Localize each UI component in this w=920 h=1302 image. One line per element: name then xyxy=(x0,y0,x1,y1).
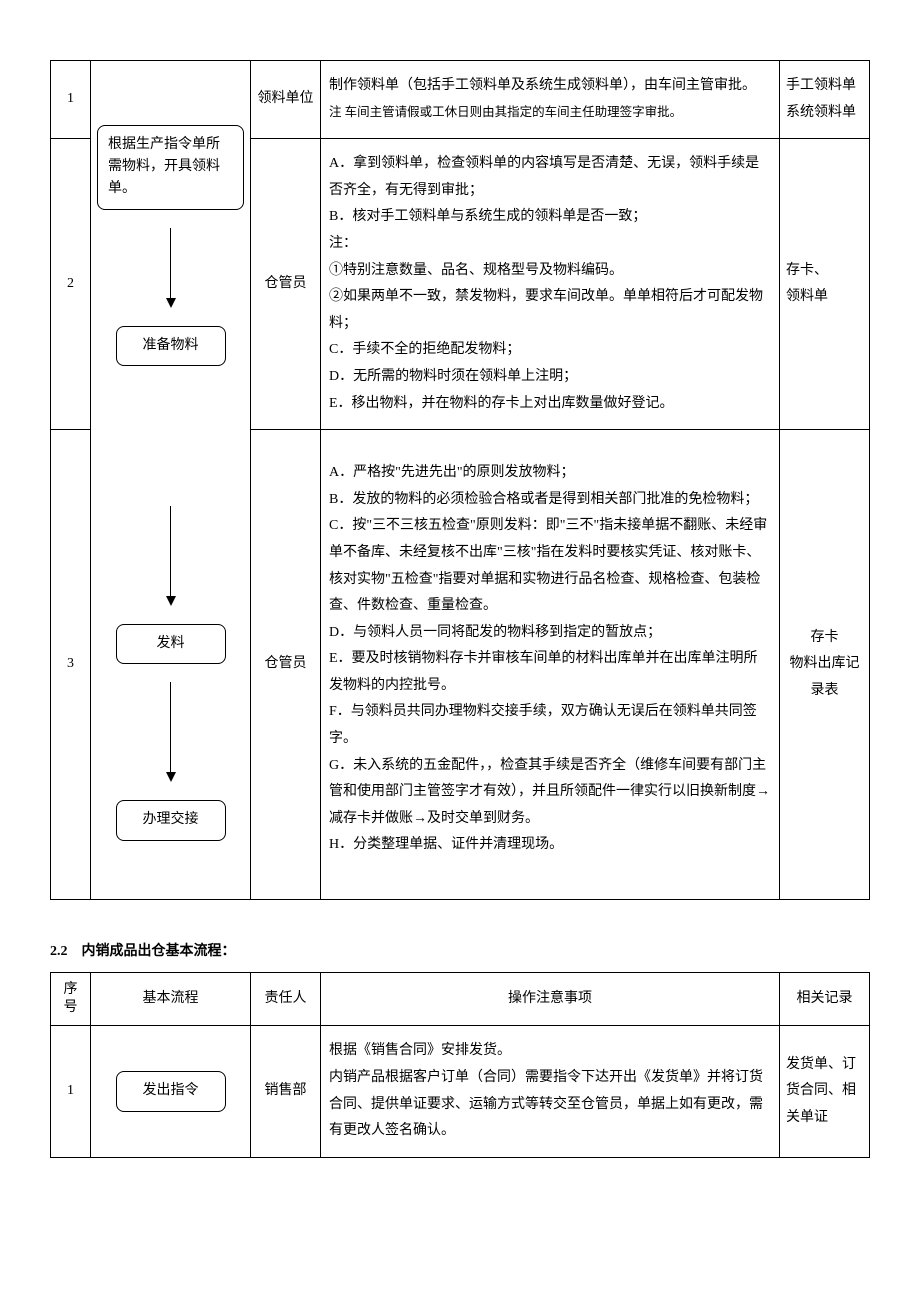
flow-cell: 发料 办理交接 xyxy=(91,430,251,900)
notes-cell: A．拿到领料单，检查领料单的内容填写是否清楚、无误，领料手续是否齐全，有无得到审… xyxy=(321,139,780,430)
header-seq: 序号 xyxy=(51,973,91,1026)
flow-box-step3a: 发料 xyxy=(116,624,226,664)
records-cell: 发货单、订货合同、相关单证 xyxy=(780,1026,870,1157)
arrow-icon xyxy=(166,506,176,606)
table-header-row: 序号 基本流程 责任人 操作注意事项 相关记录 xyxy=(51,973,870,1026)
table-row: 1 根据生产指令单所需物料，开具领料单。 准备物料 领料单位 制作领料单（包括手… xyxy=(51,61,870,139)
flow-box-step1: 根据生产指令单所需物料，开具领料单。 xyxy=(97,125,244,210)
arrow-icon xyxy=(166,228,176,308)
process-table-2: 序号 基本流程 责任人 操作注意事项 相关记录 1 发出指令 销售部 根据《销售… xyxy=(50,972,870,1158)
records-cell: 存卡、 领料单 xyxy=(780,139,870,430)
seq-cell: 1 xyxy=(51,1026,91,1157)
responsible-cell: 仓管员 xyxy=(251,139,321,430)
notes-sub: 注 车间主管请假或工休日则由其指定的车间主任助理签字审批。 xyxy=(329,105,682,119)
flow-box-step3b: 办理交接 xyxy=(116,800,226,840)
notes-cell: 根据《销售合同》安排发货。 内销产品根据客户订单（合同）需要指令下达开出《发货单… xyxy=(321,1026,780,1157)
table-row: 3 发料 办理交接 仓管员 A．严格按"先进先出"的原则发放物料； B．发放的物 xyxy=(51,430,870,900)
notes-main: 制作领料单（包括手工领料单及系统生成领料单），由车间主管审批。 xyxy=(329,78,756,93)
header-flow: 基本流程 xyxy=(91,973,251,1026)
arrow-icon xyxy=(166,682,176,782)
header-notes: 操作注意事项 xyxy=(321,973,780,1026)
records-cell: 存卡 物料出库记录表 xyxy=(780,430,870,900)
flow-box-step1: 发出指令 xyxy=(116,1071,226,1111)
process-table-1: 1 根据生产指令单所需物料，开具领料单。 准备物料 领料单位 制作领料单（包括手… xyxy=(50,60,870,900)
seq-cell: 2 xyxy=(51,139,91,430)
header-resp: 责任人 xyxy=(251,973,321,1026)
records-cell: 手工领料单 系统领料单 xyxy=(780,61,870,139)
responsible-cell: 仓管员 xyxy=(251,430,321,900)
flow-cell: 根据生产指令单所需物料，开具领料单。 准备物料 xyxy=(91,61,251,430)
responsible-cell: 销售部 xyxy=(251,1026,321,1157)
flow-box-step2: 准备物料 xyxy=(116,326,226,366)
responsible-cell: 领料单位 xyxy=(251,61,321,139)
seq-cell: 1 xyxy=(51,61,91,139)
seq-cell: 3 xyxy=(51,430,91,900)
notes-cell: A．严格按"先进先出"的原则发放物料； B．发放的物料的必须检验合格或者是得到相… xyxy=(321,430,780,900)
section-title: 2.2 内销成品出仓基本流程： xyxy=(50,940,870,960)
header-rec: 相关记录 xyxy=(780,973,870,1026)
notes-cell: 制作领料单（包括手工领料单及系统生成领料单），由车间主管审批。 注 车间主管请假… xyxy=(321,61,780,139)
flow-cell: 发出指令 xyxy=(91,1026,251,1157)
table-row: 1 发出指令 销售部 根据《销售合同》安排发货。 内销产品根据客户订单（合同）需… xyxy=(51,1026,870,1157)
